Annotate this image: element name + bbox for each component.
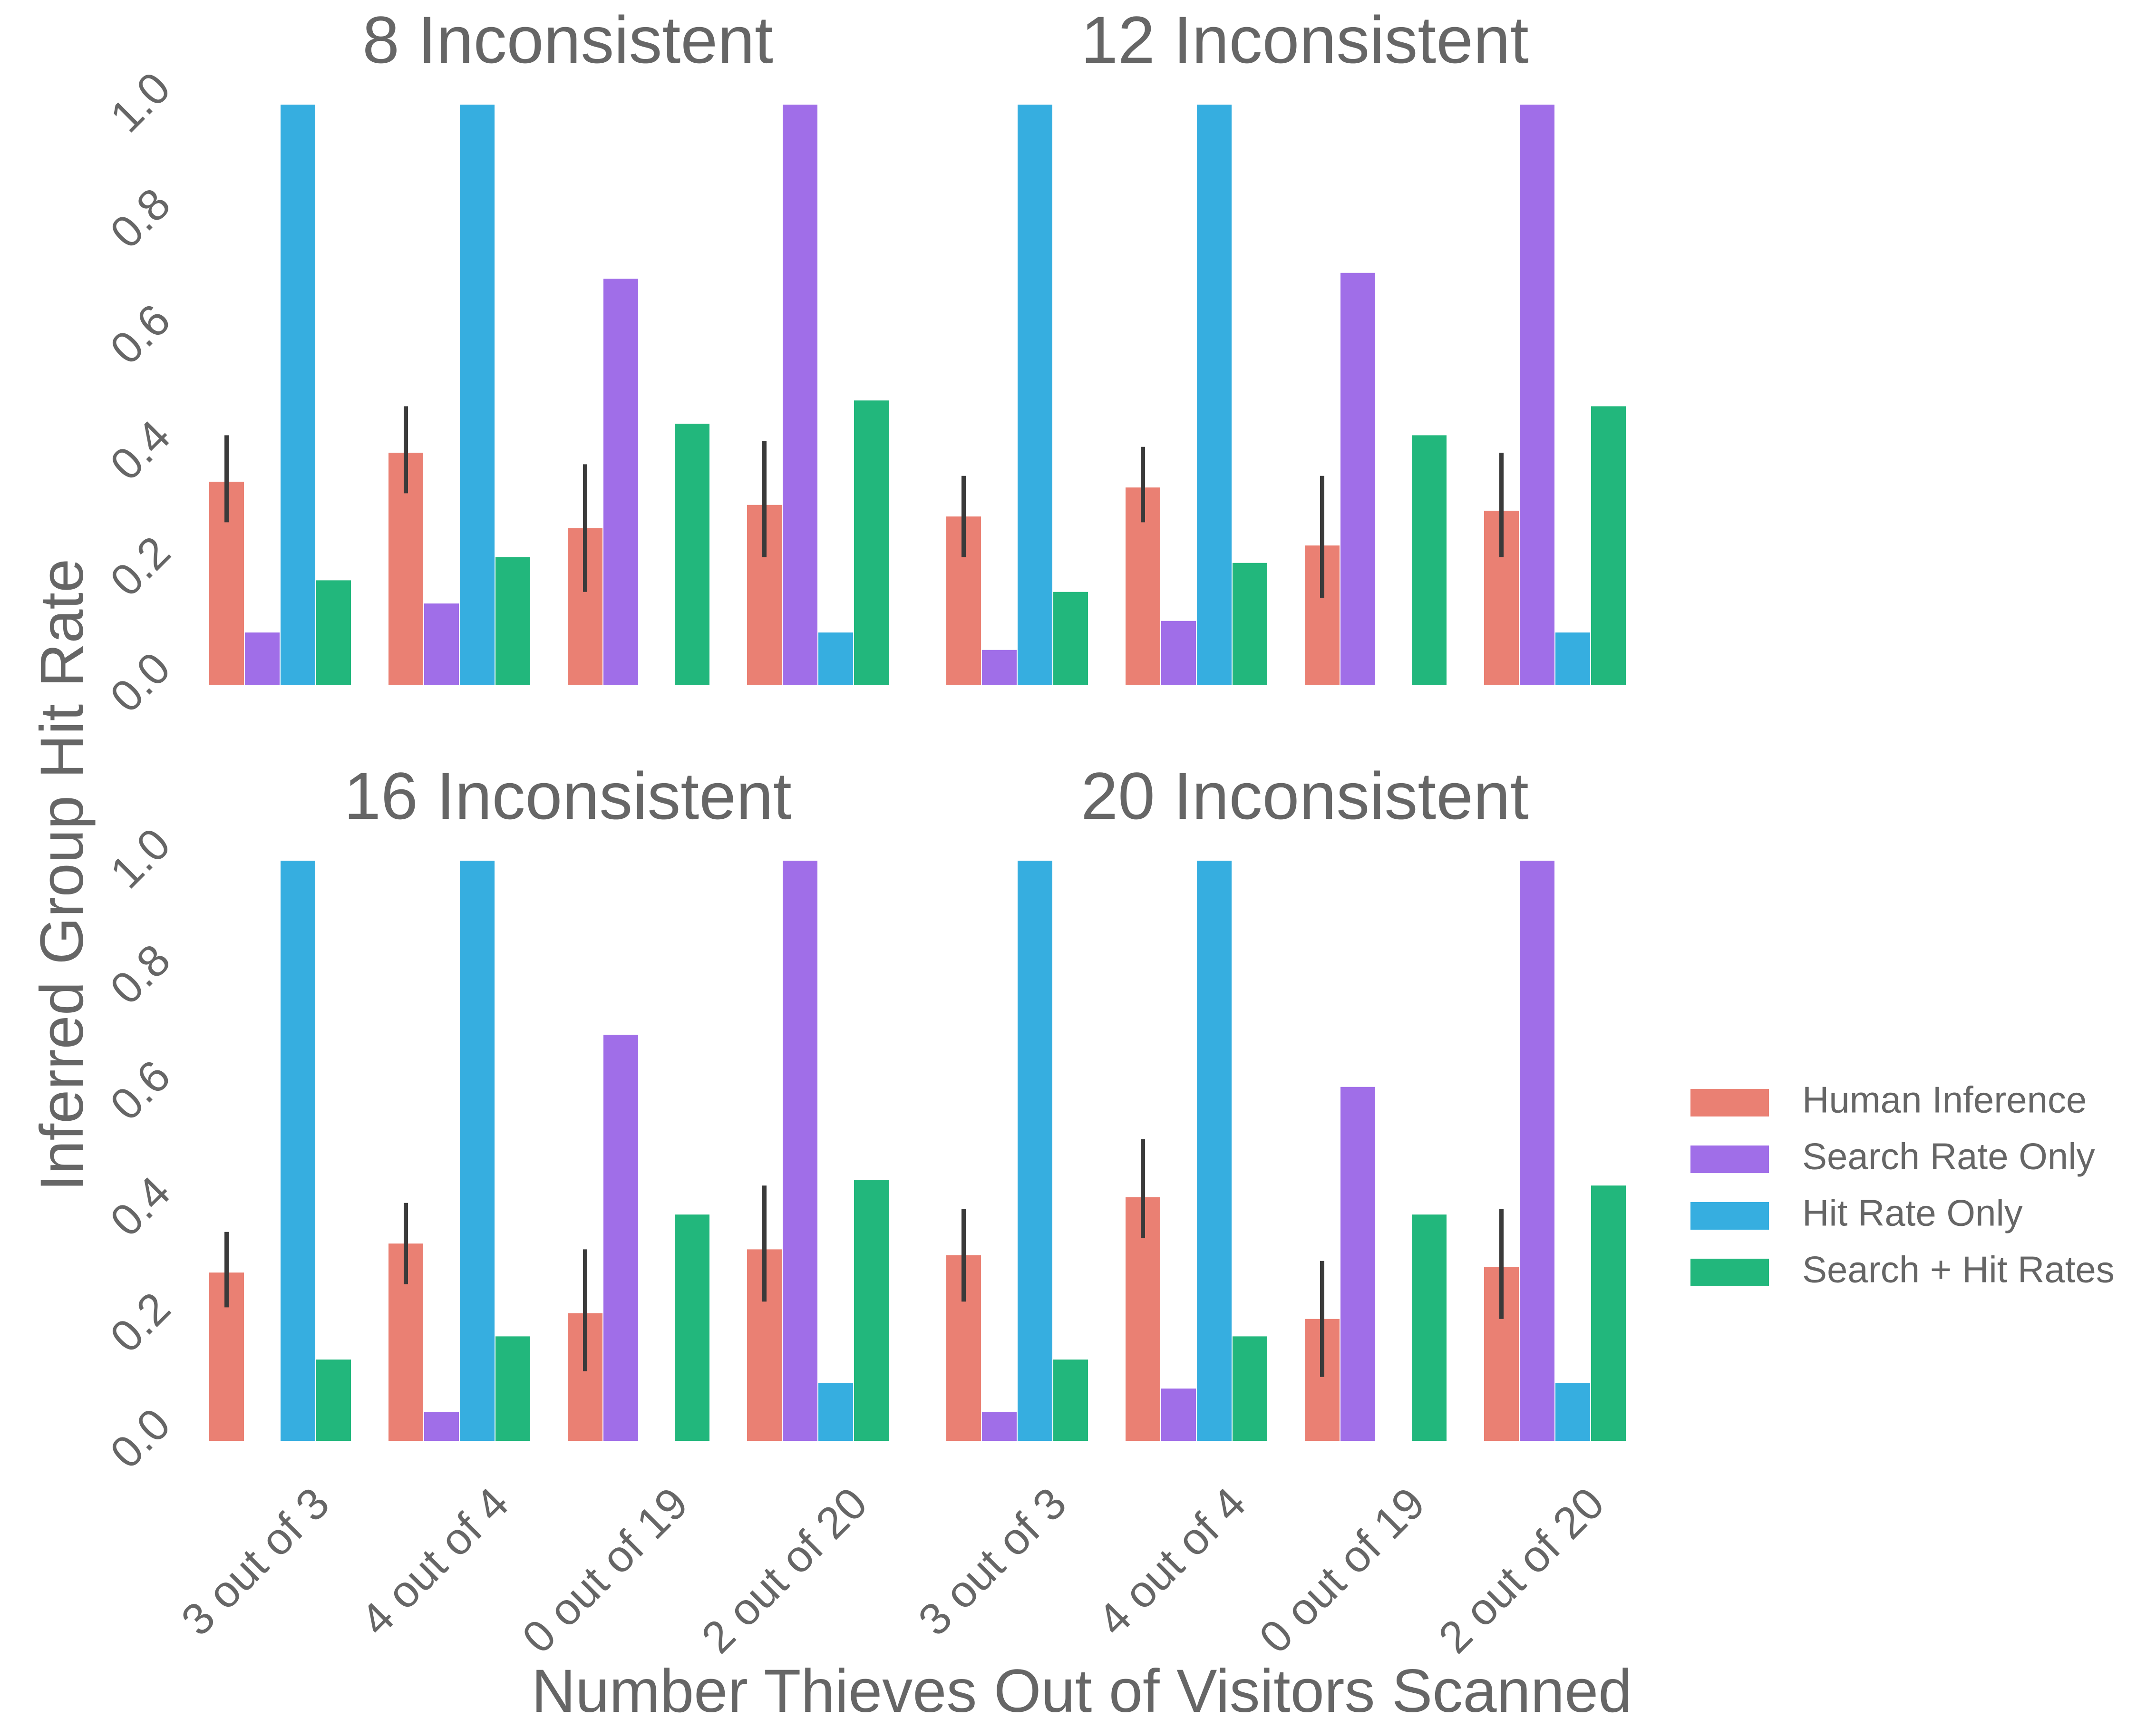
legend-swatch [1690, 1089, 1769, 1116]
bar-search-rate-only [1520, 105, 1554, 685]
bar-search-hit-rates [1412, 1214, 1447, 1441]
x-tick-label: 4 out of 4 [1088, 1478, 1255, 1645]
legend-label: Human Inference [1802, 1079, 2087, 1121]
bar-hit-rate-only [1555, 1383, 1590, 1441]
x-tick-label: 3 out of 3 [172, 1478, 339, 1645]
y-tick-label: 0.0 [100, 1398, 180, 1478]
bar-hit-rate-only [1555, 632, 1590, 685]
bar-search-hit-rates [1591, 1185, 1626, 1441]
x-tick-label: 2 out of 20 [692, 1478, 876, 1662]
legend-label: Hit Rate Only [1802, 1192, 2023, 1234]
bar-search-rate-only [1340, 1087, 1375, 1441]
x-tick-label: 2 out of 20 [1429, 1478, 1613, 1662]
bar-hit-rate-only [818, 632, 853, 685]
y-axis-label: Inferred Group Hit Rate [28, 559, 96, 1191]
bar-search-hit-rates [854, 400, 889, 685]
bar-search-rate-only [982, 650, 1017, 685]
bar-hit-rate-only [460, 105, 495, 685]
y-tick-label: 0.6 [100, 294, 180, 374]
panel-title: 16 Inconsistent [344, 758, 792, 833]
bar-hit-rate-only [1018, 105, 1052, 685]
bar-search-rate-only [1340, 272, 1375, 685]
legend-swatch [1690, 1202, 1769, 1230]
y-tick-label: 1.0 [100, 818, 180, 898]
bar-search-rate-only [783, 105, 817, 685]
bar-search-hit-rates [495, 557, 530, 685]
y-tick-label: 0.4 [100, 1166, 180, 1246]
y-tick-label: 0.0 [100, 642, 180, 722]
bar-search-rate-only [1161, 1388, 1196, 1441]
legend-label: Search Rate Only [1802, 1136, 2095, 1177]
bar-hit-rate-only [281, 861, 315, 1441]
bar-hit-rate-only [281, 105, 315, 685]
bar-search-rate-only [1520, 861, 1554, 1441]
y-tick-label: 0.2 [100, 526, 180, 606]
bar-search-hit-rates [1053, 1359, 1088, 1441]
bar-hit-rate-only [1197, 105, 1232, 685]
panel-title: 8 Inconsistent [362, 2, 773, 77]
bar-search-rate-only [783, 861, 817, 1441]
bar-search-rate-only [1161, 621, 1196, 685]
bar-search-hit-rates [1591, 406, 1626, 685]
bar-search-hit-rates [854, 1180, 889, 1441]
bar-search-hit-rates [1412, 435, 1447, 685]
bar-hit-rate-only [1018, 861, 1052, 1441]
bar-hit-rate-only [460, 861, 495, 1441]
y-tick-label: 0.6 [100, 1050, 180, 1130]
bar-hit-rate-only [1197, 861, 1232, 1441]
bar-search-hit-rates [316, 580, 351, 685]
bar-search-rate-only [603, 1035, 638, 1441]
x-tick-label: 0 out of 19 [513, 1478, 697, 1662]
panel-title: 20 Inconsistent [1081, 758, 1529, 833]
legend-swatch [1690, 1259, 1769, 1286]
legend-swatch [1690, 1146, 1769, 1173]
panel-title: 12 Inconsistent [1081, 2, 1529, 77]
x-tick-label: 0 out of 19 [1250, 1478, 1434, 1662]
x-tick-label: 4 out of 4 [351, 1478, 518, 1645]
bar-search-rate-only [245, 632, 280, 685]
y-tick-label: 0.4 [100, 410, 180, 490]
y-tick-label: 0.8 [100, 934, 180, 1014]
bar-search-rate-only [603, 279, 638, 685]
bar-search-hit-rates [1053, 592, 1088, 685]
legend-label: Search + Hit Rates [1802, 1249, 2115, 1291]
bar-hit-rate-only [818, 1383, 853, 1441]
bar-search-hit-rates [316, 1359, 351, 1441]
y-tick-label: 0.2 [100, 1282, 180, 1362]
bar-search-hit-rates [675, 1214, 709, 1441]
y-tick-label: 0.8 [100, 178, 180, 258]
x-tick-label: 3 out of 3 [909, 1478, 1076, 1645]
x-axis-label: Number Thieves Out of Visitors Scanned [532, 1657, 1632, 1725]
bar-search-hit-rates [1233, 563, 1267, 685]
bar-search-hit-rates [495, 1336, 530, 1441]
bar-search-hit-rates [1233, 1336, 1267, 1441]
bar-search-hit-rates [675, 424, 709, 685]
bar-search-rate-only [424, 603, 459, 685]
y-tick-label: 1.0 [100, 62, 180, 142]
bar-search-rate-only [424, 1412, 459, 1441]
bar-search-rate-only [982, 1412, 1017, 1441]
